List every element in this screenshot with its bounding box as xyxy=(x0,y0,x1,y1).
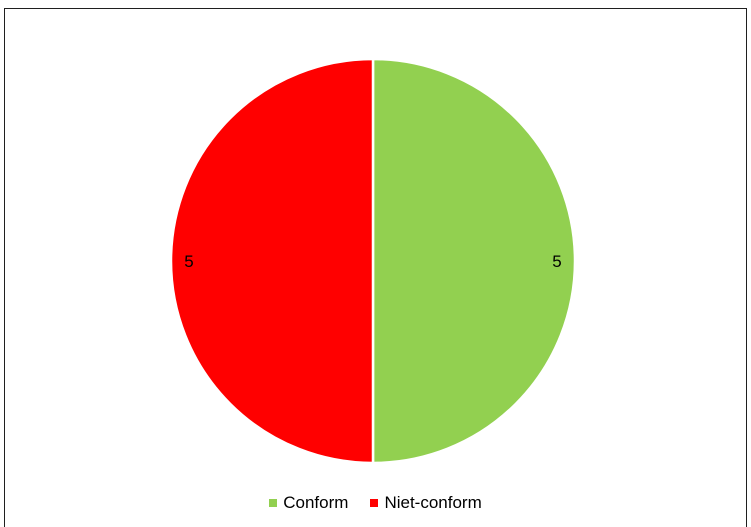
pie-slice-niet-conform xyxy=(169,57,375,465)
legend-item-niet-conform: Niet-conform xyxy=(370,493,482,513)
data-label-conform: 5 xyxy=(552,252,561,271)
legend-label-niet-conform: Niet-conform xyxy=(384,493,482,512)
pie-chart: 55 xyxy=(169,57,577,465)
pie-slice-conform xyxy=(371,57,577,465)
legend-swatch-conform xyxy=(269,499,278,507)
chart-legend: Conform Niet-conform xyxy=(5,493,746,513)
legend-label-conform: Conform xyxy=(283,493,349,512)
legend-item-conform: Conform xyxy=(269,493,348,513)
data-label-niet-conform: 5 xyxy=(184,252,193,271)
legend-swatch-niet-conform xyxy=(370,499,379,507)
